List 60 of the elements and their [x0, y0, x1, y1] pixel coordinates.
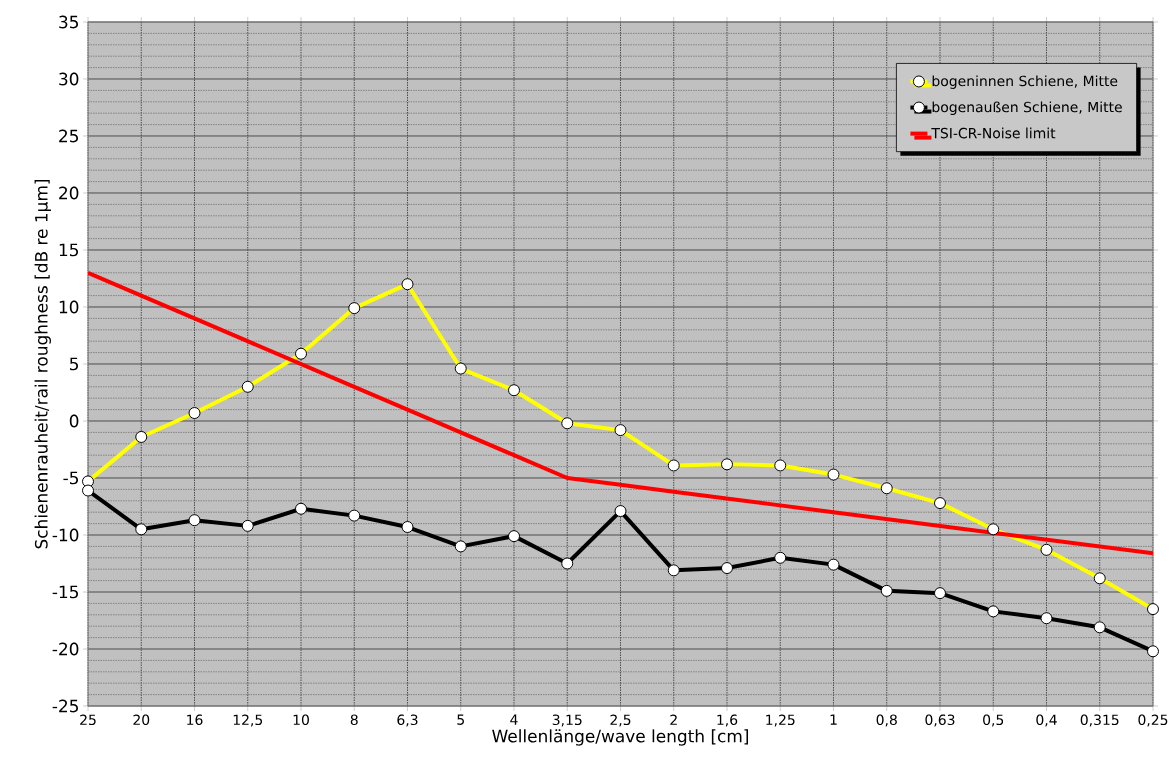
point — [667, 564, 680, 577]
y-tick-label: 5 — [70, 357, 78, 371]
x-tick-label: 16 — [187, 714, 203, 726]
x-tick-label: 2,5 — [610, 714, 631, 727]
x-tick-label: 0,315 — [1080, 714, 1119, 727]
y-axis-title: Schienenrauheit/rail roughness [dB re 1µm] — [34, 179, 51, 549]
x-tick-label: 1 — [830, 714, 837, 725]
x-tick-label: 0,25 — [1138, 714, 1168, 727]
x-tick-label: 10 — [293, 714, 309, 726]
point — [987, 605, 1000, 618]
y-tick-label: 10 — [59, 300, 79, 314]
point — [508, 530, 520, 543]
point — [1146, 645, 1159, 658]
point — [241, 519, 254, 532]
legend-label: bogenaußen Schiene, Mitte — [932, 101, 1122, 116]
x-tick-label: 0,5 — [983, 714, 1004, 727]
x-tick-label: 25 — [80, 714, 96, 726]
point — [454, 540, 467, 553]
point — [188, 514, 201, 527]
y-tick-label: 35 — [59, 15, 78, 29]
point — [774, 551, 787, 564]
point — [348, 509, 361, 522]
point — [82, 484, 94, 497]
y-tick-label: -20 — [52, 642, 79, 656]
x-tick-label: 0,63 — [925, 714, 955, 727]
x-tick-label: 4 — [510, 714, 518, 725]
y-tick-label: 20 — [59, 186, 79, 200]
point — [1093, 621, 1106, 634]
point — [827, 558, 840, 571]
y-tick-label: -5 — [63, 471, 78, 485]
point — [295, 502, 307, 515]
point — [561, 557, 574, 570]
legend-label: bogeninnen Schiene, Mitte — [932, 75, 1118, 89]
x-tick-label: 20 — [133, 714, 150, 726]
y-tick-label: -25 — [52, 699, 78, 713]
x-tick-label: 3,15 — [552, 714, 582, 727]
y-tick-label: 30 — [59, 72, 79, 86]
y-tick-label: 15 — [59, 243, 78, 257]
x-tick-label: 5 — [457, 714, 464, 725]
point — [933, 587, 946, 600]
x-axis-title: Wellenlänge/wave length [cm] — [492, 729, 749, 746]
point — [880, 584, 893, 597]
point — [614, 505, 627, 518]
x-tick-label: 12,5 — [233, 714, 263, 727]
point — [401, 521, 414, 534]
x-tick-label: 1,6 — [717, 714, 738, 727]
x-tick-label: 6,3 — [397, 714, 418, 727]
x-tick-label: 8 — [350, 714, 358, 726]
y-tick-label: 25 — [59, 129, 78, 143]
point — [1040, 612, 1053, 625]
y-tick-label: -10 — [52, 528, 79, 542]
point — [135, 523, 148, 536]
x-tick-label: 2 — [670, 714, 677, 725]
x-tick-label: 0,4 — [1036, 714, 1057, 727]
y-tick-label: -15 — [52, 585, 78, 599]
legend-label: TSI-CR-Noise limit — [931, 127, 1056, 139]
x-tick-label: 1,25 — [766, 714, 795, 727]
point — [721, 562, 733, 575]
y-tick-label: 0 — [69, 414, 79, 428]
x-tick-label: 0,8 — [876, 714, 897, 727]
